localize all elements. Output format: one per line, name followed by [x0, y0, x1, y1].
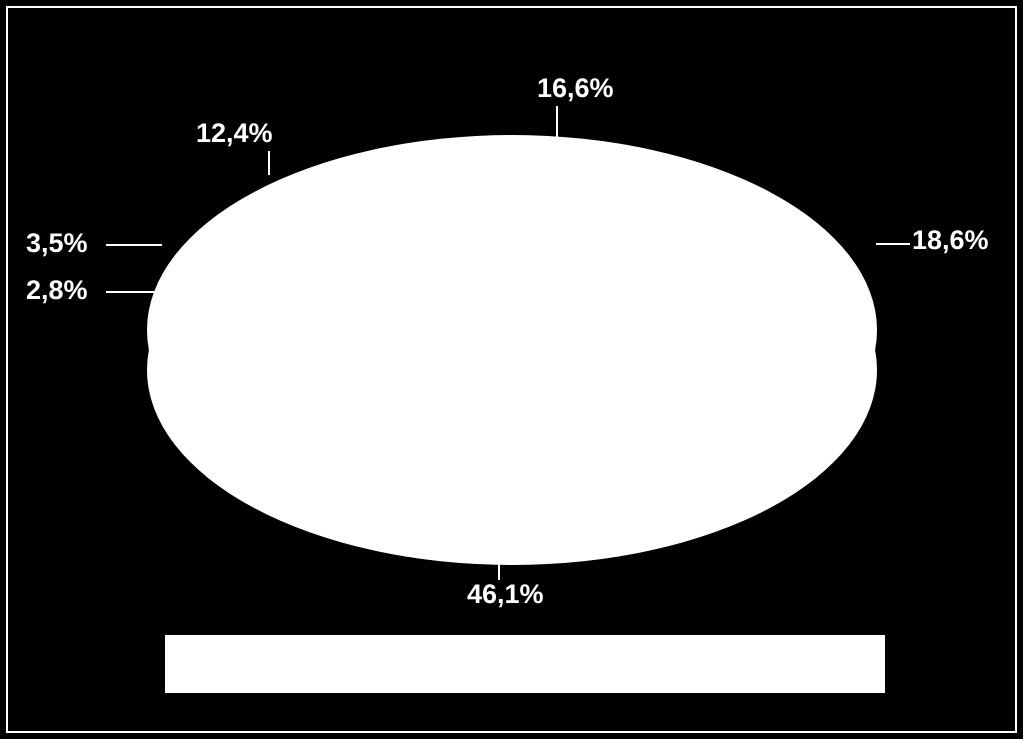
leader-line: [268, 151, 270, 175]
pie-top: [147, 135, 877, 525]
slice-label: 3,5%: [26, 228, 88, 259]
slice-label: 2,8%: [26, 275, 88, 306]
slice-label: 12,4%: [196, 118, 273, 149]
leader-line: [106, 244, 162, 246]
slice-label: 18,6%: [912, 225, 989, 256]
slice-label: 46,1%: [467, 579, 544, 610]
pie-chart: 16,6% 18,6% 46,1% 2,8% 3,5% 12,4%: [0, 0, 1023, 739]
slice-label: 16,6%: [537, 73, 614, 104]
leader-line: [876, 243, 910, 245]
legend: [165, 635, 885, 693]
leader-line: [106, 291, 156, 293]
leader-line: [556, 106, 558, 140]
leader-line: [498, 546, 500, 580]
